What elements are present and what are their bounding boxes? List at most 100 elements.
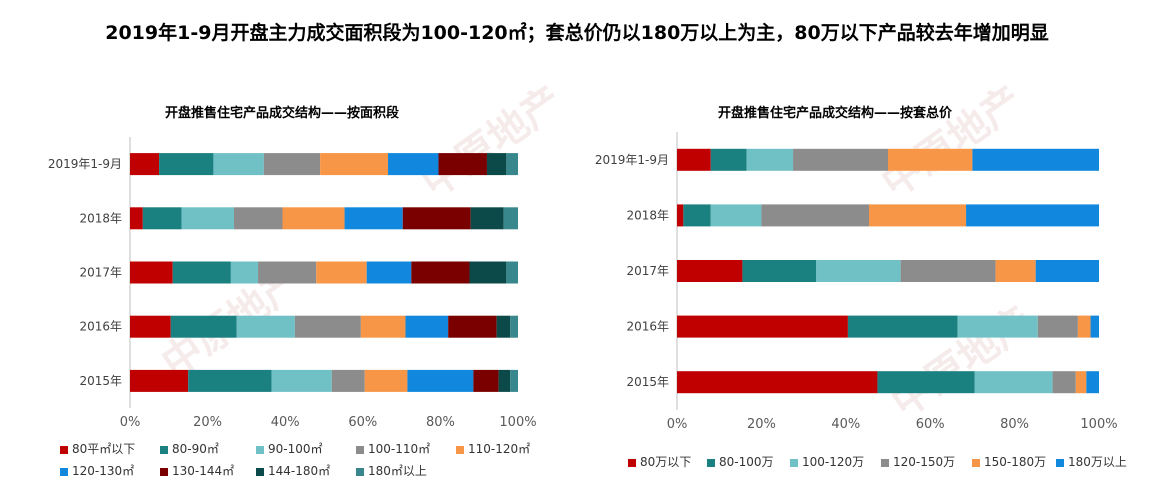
chart-1-bar-segment [677, 371, 878, 394]
chart-0-x-tick-label: 80% [426, 415, 455, 430]
chart-0-bar-segment [506, 153, 518, 176]
chart-1-bar-segment [972, 148, 1099, 171]
chart-0-bar-segment [469, 261, 507, 284]
chart-0-x-tick-label: 40% [271, 415, 300, 430]
chart-1-legend-item: 120-150万 [881, 453, 955, 470]
legend-label: 90-100㎡ [268, 442, 323, 456]
chart-1-legend-item: 80万以下 [628, 453, 691, 470]
chart-0-bar-segment [486, 153, 507, 176]
chart-1-bar-segment [710, 204, 762, 227]
chart-1-legend-item: 100-120万 [790, 453, 864, 470]
chart-0-bar-segment [130, 261, 173, 284]
chart-1-x-tick-label: 80% [1000, 417, 1029, 432]
chart-0-bar-segment [503, 207, 518, 230]
chart-1-bar-segment [847, 315, 958, 338]
chart-0-legend-item: 130-144㎡ [160, 462, 234, 479]
chart-1-category-label: 2016年 [626, 320, 669, 334]
chart-0-legend-item: 110-120㎡ [456, 440, 530, 457]
legend-label: 80-90㎡ [172, 442, 219, 456]
chart-0-bar-segment [473, 369, 499, 392]
chart-0-bar-segment [130, 315, 171, 338]
legend-label: 100-110㎡ [368, 442, 431, 456]
chart-0-legend-item: 120-130㎡ [60, 462, 134, 479]
legend-label: 120-130㎡ [72, 464, 135, 478]
chart-1-bar-segment [1035, 260, 1099, 282]
legend-swatch [790, 458, 798, 467]
chart-1-bar-segment [1090, 315, 1099, 338]
chart-1-bar-segment [974, 371, 1053, 394]
chart-0-x-tick-label: 0% [120, 415, 141, 430]
chart-1-legend-item: 180万以上 [1056, 453, 1127, 470]
chart-0-category-label: 2019年1-9月 [48, 157, 122, 171]
chart-1-x-tick-label: 100% [1080, 417, 1117, 432]
chart-right-title: 开盘推售住宅产品成交结构——按套总价 [718, 106, 953, 121]
chart-1-category-label: 2019年1-9月 [595, 153, 669, 167]
chart-1-bar-segment [1052, 371, 1076, 394]
chart-0-legend-item: 90-100㎡ [256, 440, 323, 457]
legend-swatch [628, 458, 636, 467]
legend-label: 150-180万 [984, 455, 1047, 469]
chart-0-bar-segment [366, 261, 412, 284]
chart-1-bar-segment [761, 204, 870, 227]
chart-0-bar-segment [360, 315, 406, 338]
chart-1-category-label: 2015年 [626, 375, 669, 389]
legend-label: 110-120㎡ [468, 442, 531, 456]
chart-1-bar-segment [900, 260, 996, 282]
chart-0-bar-segment [159, 153, 214, 176]
legend-swatch [160, 445, 168, 454]
chart-1-bar-segment [746, 148, 794, 171]
page-title: 2019年1-9月开盘主力成交面积段为100-120㎡；套总价仍以180万以上为… [105, 22, 1049, 44]
chart-1-bar-segment [742, 260, 817, 282]
legend-label: 144-180㎡ [268, 464, 331, 478]
legend-swatch [456, 445, 464, 454]
chart-0-bar-segment [172, 261, 231, 284]
chart-left-title: 开盘推售住宅产品成交结构——按面积段 [165, 106, 400, 121]
chart-1-bar-segment [869, 204, 967, 227]
chart-0-bar-segment [263, 153, 321, 176]
chart-0-legend-item: 100-110㎡ [356, 440, 430, 457]
legend-swatch [356, 445, 364, 454]
chart-0-bar-segment [271, 369, 332, 392]
chart-0-legend-item: 180㎡以上 [356, 462, 427, 479]
chart-1-bar-segment [957, 315, 1038, 338]
legend-label: 80平㎡以下 [72, 442, 136, 456]
chart-1-bar-segment [793, 148, 888, 171]
chart-0-bar-segment [438, 153, 487, 176]
chart-1-bar-segment [966, 204, 1099, 227]
chart-1-legend-item: 150-180万 [972, 453, 1046, 470]
legend-label: 80万以下 [640, 455, 692, 469]
chart-1-bar-segment [1037, 315, 1078, 338]
legend-swatch [160, 467, 168, 476]
chart-0-bar-segment [230, 261, 259, 284]
legend-swatch [707, 458, 715, 467]
legend-swatch [256, 467, 264, 476]
chart-0-bar-segment [364, 369, 408, 392]
chart-1-category-label: 2017年 [626, 264, 669, 278]
legend-label: 130-144㎡ [172, 464, 235, 478]
chart-0-bar-segment [331, 369, 365, 392]
chart-0-bar-segment [294, 315, 361, 338]
chart-1-x-tick-label: 60% [916, 417, 945, 432]
chart-0-bar-segment [258, 261, 317, 284]
chart-1-bar-segment [677, 148, 711, 171]
chart-0-legend-item: 80平㎡以下 [60, 440, 135, 457]
chart-0-bar-segment [344, 207, 403, 230]
chart-1-bar-segment [677, 204, 684, 227]
chart-0-bar-segment [405, 315, 449, 338]
chart-0-legend-item: 144-180㎡ [256, 462, 330, 479]
chart-0-bar-segment [188, 369, 272, 392]
chart-0-bar-segment [181, 207, 234, 230]
legend-swatch [881, 458, 889, 467]
chart-0-bar-segment [170, 315, 237, 338]
chart-0-category-label: 2017年 [79, 266, 122, 280]
chart-0-bar-segment [510, 369, 518, 392]
chart-0-bar-segment [130, 153, 160, 176]
chart-0-x-tick-label: 60% [348, 415, 377, 430]
chart-1-bar-segment [677, 260, 743, 282]
chart-0-category-label: 2016年 [79, 320, 122, 334]
chart-1-x-tick-label: 20% [747, 417, 776, 432]
chart-0-bar-segment [236, 315, 295, 338]
chart-0-bar-segment [320, 153, 389, 176]
chart-1-bar-segment [710, 148, 747, 171]
chart-0-bar-segment [510, 315, 518, 338]
